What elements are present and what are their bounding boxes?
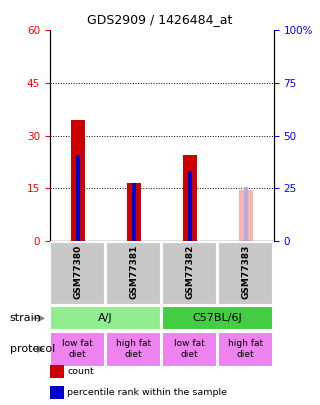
Text: low fat
diet: low fat diet [174,339,205,359]
Bar [162,332,218,367]
Bar [188,171,192,241]
Text: A/J: A/J [98,313,113,323]
Text: low fat
diet: low fat diet [62,339,93,359]
Bar [218,242,274,305]
Text: GSM77382: GSM77382 [185,245,194,299]
Text: protocol: protocol [10,344,55,354]
Text: percentile rank within the sample: percentile rank within the sample [67,388,227,397]
Bar [71,120,84,241]
Text: GSM77383: GSM77383 [241,245,250,299]
Bar [244,187,248,241]
Text: high fat
diet: high fat diet [228,339,263,359]
Text: count: count [67,367,94,376]
Bar [50,242,106,305]
Bar [106,332,162,367]
Bar [162,242,218,305]
Bar [76,155,80,241]
Bar [218,332,274,367]
Bar [162,306,274,330]
Text: high fat
diet: high fat diet [116,339,151,359]
Bar [50,306,162,330]
Text: GSM77381: GSM77381 [129,245,138,299]
Bar [127,183,140,241]
Bar [50,332,106,367]
Bar [132,183,136,241]
Text: strain: strain [10,313,42,323]
Text: GDS2909 / 1426484_at: GDS2909 / 1426484_at [87,13,233,26]
Text: C57BL/6J: C57BL/6J [193,313,243,323]
Bar [239,190,252,241]
Text: GSM77380: GSM77380 [73,245,82,299]
Bar [106,242,162,305]
Bar [183,155,196,241]
